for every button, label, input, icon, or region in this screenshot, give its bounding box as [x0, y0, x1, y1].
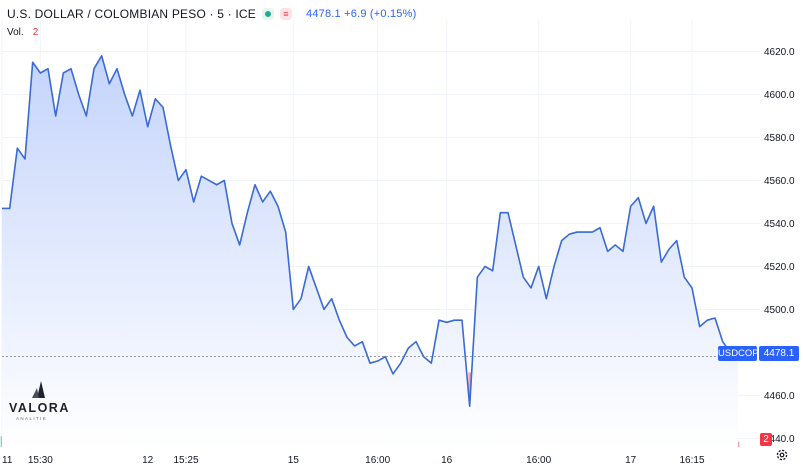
x-tick-label: 15:30	[28, 455, 53, 466]
price-change: +6.9 (+0.15%)	[344, 8, 417, 20]
y-tick-label: 4460.0	[764, 391, 795, 402]
last-price: 4478.1	[306, 8, 341, 20]
x-tick-label: 15:25	[173, 455, 198, 466]
symbol-badge: USDCOP	[718, 346, 759, 361]
price-area	[2, 55, 738, 447]
x-tick-label: 16:00	[365, 455, 390, 466]
volume-legend[interactable]: Vol. 2	[7, 27, 38, 38]
y-tick-label: 4580.0	[764, 133, 795, 144]
last-price-badge: 4478.1	[759, 346, 799, 361]
x-tick-label: 11	[2, 455, 13, 466]
logo-word: VALORA	[9, 401, 70, 415]
volume-badge: 2	[760, 433, 772, 446]
gear-icon[interactable]	[775, 448, 789, 462]
logo-subtitle: ANALITIK	[16, 416, 48, 421]
price-line	[2, 54, 739, 407]
x-tick-label: 16:00	[526, 455, 551, 466]
chart-header: U.S. DOLLAR / COLOMBIAN PESO · 5 · ICE ≡…	[7, 7, 416, 21]
x-tick-label: 17	[625, 455, 637, 466]
y-tick-label: 4620.0	[764, 47, 795, 58]
volume-label: Vol.	[7, 27, 24, 38]
x-axis[interactable]: 11 15:30 12 15:25 15 16:00 16 16:00 17 16:15	[2, 455, 705, 466]
x-tick-label: 16:15	[679, 455, 704, 466]
x-tick-label: 16	[441, 455, 453, 466]
volume-value: 2	[32, 27, 39, 38]
symbol-title[interactable]: U.S. DOLLAR / COLOMBIAN PESO · 5 · ICE	[7, 7, 256, 21]
header-price: 4478.1 +6.9 (+0.15%)	[306, 8, 416, 20]
y-tick-label: 4440.0	[764, 434, 795, 445]
y-tick-label: 4520.0	[764, 262, 795, 273]
x-tick-label: 12	[142, 455, 154, 466]
y-axis[interactable]: 4620.0 4600.0 4580.0 4560.0 4540.0 4520.0 4500…	[764, 47, 795, 445]
y-tick-label: 4560.0	[764, 176, 795, 187]
y-tick-label: 4540.0	[764, 219, 795, 230]
y-tick-label: 4500.0	[764, 305, 795, 316]
market-open-dot-icon[interactable]	[262, 8, 274, 20]
y-tick-label: 4600.0	[764, 90, 795, 101]
x-tick-label: 15	[288, 455, 300, 466]
notes-icon[interactable]: ≡	[280, 8, 292, 20]
valora-logo-mark-icon	[8, 378, 70, 424]
